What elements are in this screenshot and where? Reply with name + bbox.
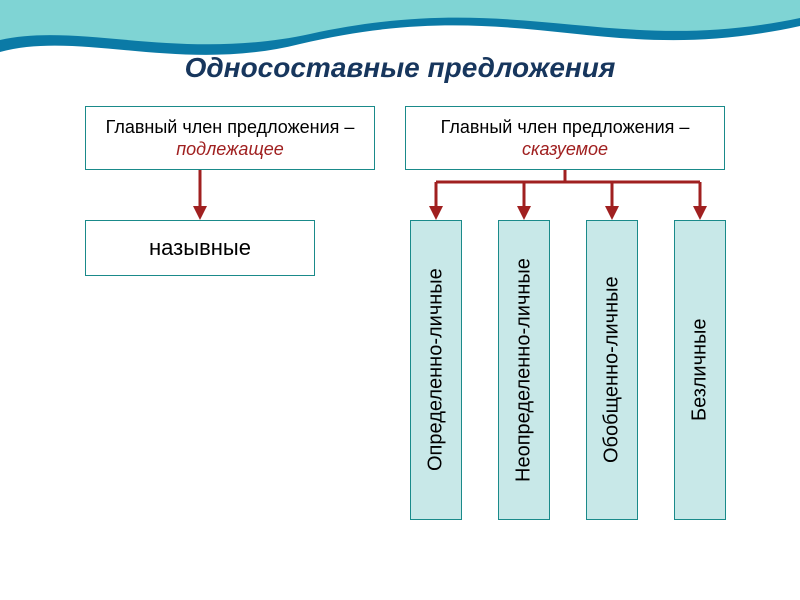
type-definite-personal: Определенно-личные — [410, 220, 462, 520]
subject-line1: Главный член предложения – — [106, 116, 355, 139]
subject-line2: подлежащее — [176, 139, 284, 160]
arrow-subject-nominal — [190, 170, 210, 220]
type-indefinite-personal: Неопределенно-личные — [498, 220, 550, 520]
diagram-title: Односоставные предложения — [0, 52, 800, 84]
predicate-line2: сказуемое — [522, 139, 608, 160]
arrows-predicate-types — [400, 170, 730, 220]
type-generalized-personal: Обобщенно-личные — [586, 220, 638, 520]
nominal-box: назывные — [85, 220, 315, 276]
type-impersonal: Безличные — [674, 220, 726, 520]
predicate-line1: Главный член предложения – — [441, 116, 690, 139]
subject-box: Главный член предложения – подлежащее — [85, 106, 375, 170]
predicate-box: Главный член предложения – сказуемое — [405, 106, 725, 170]
